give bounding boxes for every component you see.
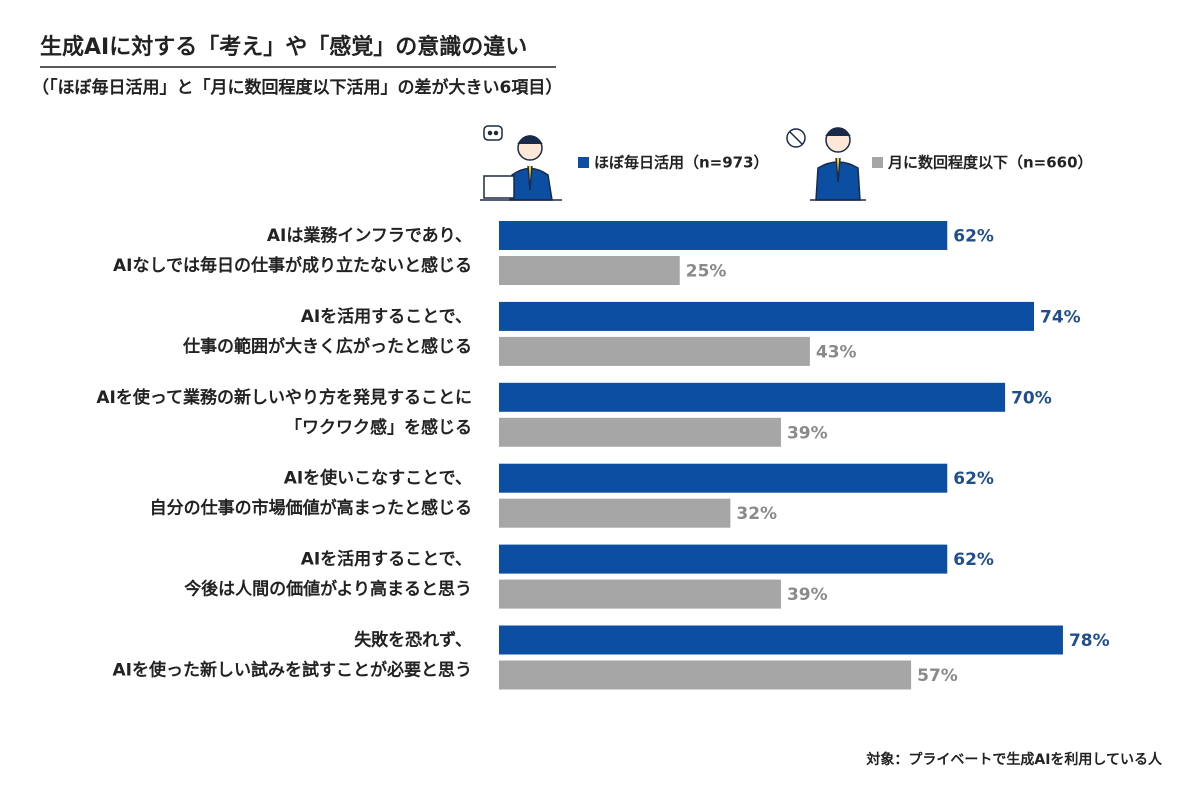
category-label: AIなしでは毎日の仕事が成り立たないと感じる [113, 255, 472, 276]
value-label: 39% [787, 585, 828, 605]
bar [499, 660, 912, 690]
category-label: 今後は人間の価値がより高まると思う [184, 579, 472, 600]
legend-label: ほぼ毎日活用（n=973） [594, 154, 769, 172]
bar [499, 382, 1006, 412]
category-label: AIは業務インフラであり、 [267, 225, 472, 246]
category-label: 仕事の範囲が大きく広がったと感じる [182, 336, 472, 357]
value-label: 32% [736, 504, 777, 524]
chart-title: 生成AIに対する「考え」や「感覚」の意識の違い [40, 34, 527, 60]
category-label: 失敗を恐れず、 [354, 630, 472, 651]
value-label: 62% [953, 469, 994, 489]
legend-label: 月に数回程度以下（n=660） [887, 154, 1093, 172]
category-label: AIを使って業務の新しいやり方を発見することに [96, 387, 472, 408]
value-label: 74% [1040, 307, 1081, 327]
legend-swatch [872, 157, 883, 168]
chart-subtitle: （「ほぼ毎日活用」と「月に数回程度以下活用」の差が大きい6項目） [32, 77, 562, 98]
value-label: 43% [816, 342, 857, 362]
value-label: 39% [787, 423, 828, 443]
illustration-daily [480, 125, 562, 201]
value-label: 25% [686, 262, 727, 282]
category-label: AIを使いこなすことで、 [284, 468, 472, 489]
legend-swatch [578, 157, 589, 168]
bar [499, 544, 948, 574]
value-label: 78% [1069, 631, 1110, 651]
illustration-monthly [786, 127, 866, 201]
bar [499, 221, 948, 250]
value-label: 70% [1011, 388, 1052, 408]
category-label: AIを活用することで、 [301, 549, 472, 570]
category-label: 「ワクワク感」を感じる [285, 417, 472, 438]
category-label: AIを活用することで、 [301, 306, 472, 327]
footnote: 対象：プライベートで生成AIを利用している人 [865, 751, 1163, 768]
bar [499, 498, 731, 528]
value-label: 62% [953, 550, 994, 570]
bar [499, 336, 810, 366]
value-label: 62% [953, 227, 994, 247]
bar [499, 256, 680, 285]
bar [499, 301, 1035, 331]
category-label: AIを使った新しい試みを試すことが必要と思う [113, 660, 472, 681]
category-label: 自分の仕事の市場価値が高まったと感じる [150, 498, 472, 519]
value-label: 57% [917, 666, 958, 686]
bar [499, 463, 948, 493]
bar [499, 417, 781, 447]
bar [499, 625, 1063, 655]
bar [499, 579, 781, 609]
